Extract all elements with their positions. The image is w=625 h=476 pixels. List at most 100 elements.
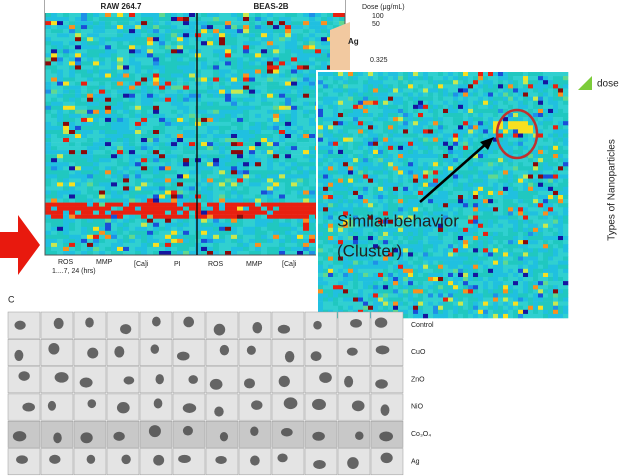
heat-cell bbox=[423, 113, 428, 117]
heat-cell bbox=[388, 158, 393, 162]
heat-cell bbox=[273, 178, 279, 182]
heat-cell bbox=[358, 72, 363, 76]
heat-cell bbox=[87, 17, 93, 21]
heat-cell bbox=[99, 70, 105, 74]
heat-cell bbox=[498, 101, 503, 105]
heat-cell bbox=[473, 134, 478, 138]
heat-cell bbox=[368, 129, 373, 133]
heat-cell bbox=[183, 134, 189, 138]
heat-cell bbox=[87, 247, 93, 251]
heat-cell bbox=[338, 166, 343, 170]
heat-cell bbox=[518, 224, 523, 228]
heat-cell bbox=[213, 182, 219, 186]
heat-cell bbox=[498, 105, 503, 109]
heat-cell bbox=[553, 183, 558, 187]
heat-cell bbox=[93, 102, 99, 106]
heat-cell bbox=[343, 187, 348, 191]
heat-cell bbox=[343, 134, 348, 138]
heat-cell bbox=[488, 179, 493, 183]
heat-cell bbox=[309, 223, 315, 227]
heat-cell bbox=[513, 93, 518, 97]
heat-cell bbox=[448, 117, 453, 121]
heat-cell bbox=[503, 101, 508, 105]
heat-cell bbox=[201, 186, 207, 190]
heat-cell bbox=[201, 235, 207, 239]
heat-cell bbox=[261, 17, 267, 21]
heat-cell bbox=[533, 150, 538, 154]
heat-cell bbox=[558, 97, 563, 101]
heat-cell bbox=[285, 158, 291, 162]
heat-cell bbox=[213, 94, 219, 98]
heat-cell bbox=[57, 235, 63, 239]
heat-cell bbox=[523, 228, 528, 232]
heat-cell bbox=[129, 70, 135, 74]
heat-cell bbox=[483, 125, 488, 129]
heat-cell bbox=[135, 122, 141, 126]
heat-cell bbox=[45, 53, 51, 57]
heat-cell bbox=[353, 154, 358, 158]
heat-cell bbox=[503, 179, 508, 183]
heat-cell bbox=[438, 158, 443, 162]
heat-cell bbox=[159, 211, 165, 215]
heat-cell bbox=[63, 102, 69, 106]
heat-cell bbox=[237, 235, 243, 239]
heat-cell bbox=[231, 142, 237, 146]
heat-cell bbox=[57, 53, 63, 57]
heat-cell bbox=[563, 80, 568, 84]
heat-cell bbox=[493, 166, 498, 170]
heat-cell bbox=[458, 175, 463, 179]
heat-cell bbox=[207, 82, 213, 86]
heat-cell bbox=[373, 150, 378, 154]
heat-cell bbox=[458, 203, 463, 207]
heat-cell bbox=[553, 125, 558, 129]
heat-cell bbox=[553, 101, 558, 105]
heat-cell bbox=[195, 102, 201, 106]
heat-cell bbox=[189, 98, 195, 102]
heat-cell bbox=[231, 110, 237, 114]
heat-cell bbox=[51, 223, 57, 227]
heat-cell bbox=[368, 105, 373, 109]
heat-cell bbox=[267, 70, 273, 74]
heat-cell bbox=[243, 227, 249, 231]
heat-cell bbox=[225, 146, 231, 150]
heat-cell bbox=[458, 154, 463, 158]
heat-cell bbox=[548, 179, 553, 183]
heat-cell bbox=[81, 239, 87, 243]
heat-cell bbox=[528, 101, 533, 105]
heat-cell bbox=[413, 232, 418, 236]
heat-cell bbox=[111, 235, 117, 239]
heat-cell bbox=[111, 45, 117, 49]
heat-cell bbox=[123, 78, 129, 82]
heat-cell bbox=[99, 57, 105, 61]
heat-cell bbox=[291, 211, 297, 215]
heat-cell bbox=[165, 146, 171, 150]
heat-cell bbox=[129, 53, 135, 57]
heat-cell bbox=[69, 106, 75, 110]
heat-cell bbox=[458, 183, 463, 187]
heat-cell bbox=[207, 247, 213, 251]
heat-cell bbox=[87, 86, 93, 90]
heat-cell bbox=[57, 170, 63, 174]
heat-cell bbox=[315, 25, 321, 29]
heat-cell bbox=[123, 57, 129, 61]
heat-cell bbox=[528, 105, 533, 109]
heat-cell bbox=[183, 37, 189, 41]
heat-cell bbox=[135, 239, 141, 243]
heat-cell bbox=[117, 53, 123, 57]
heat-cell bbox=[383, 232, 388, 236]
heat-cell bbox=[69, 45, 75, 49]
heat-cell bbox=[498, 175, 503, 179]
heat-cell bbox=[468, 146, 473, 150]
heat-cell bbox=[378, 138, 383, 142]
heat-cell bbox=[129, 106, 135, 110]
heat-cell bbox=[413, 117, 418, 121]
heat-cell bbox=[448, 179, 453, 183]
heat-cell bbox=[423, 154, 428, 158]
heat-cell bbox=[111, 90, 117, 94]
heat-cell bbox=[165, 65, 171, 69]
heat-cell bbox=[383, 101, 388, 105]
heat-cell bbox=[225, 106, 231, 110]
heat-cell bbox=[111, 70, 117, 74]
heat-cell bbox=[548, 170, 553, 174]
heat-cell bbox=[328, 109, 333, 113]
